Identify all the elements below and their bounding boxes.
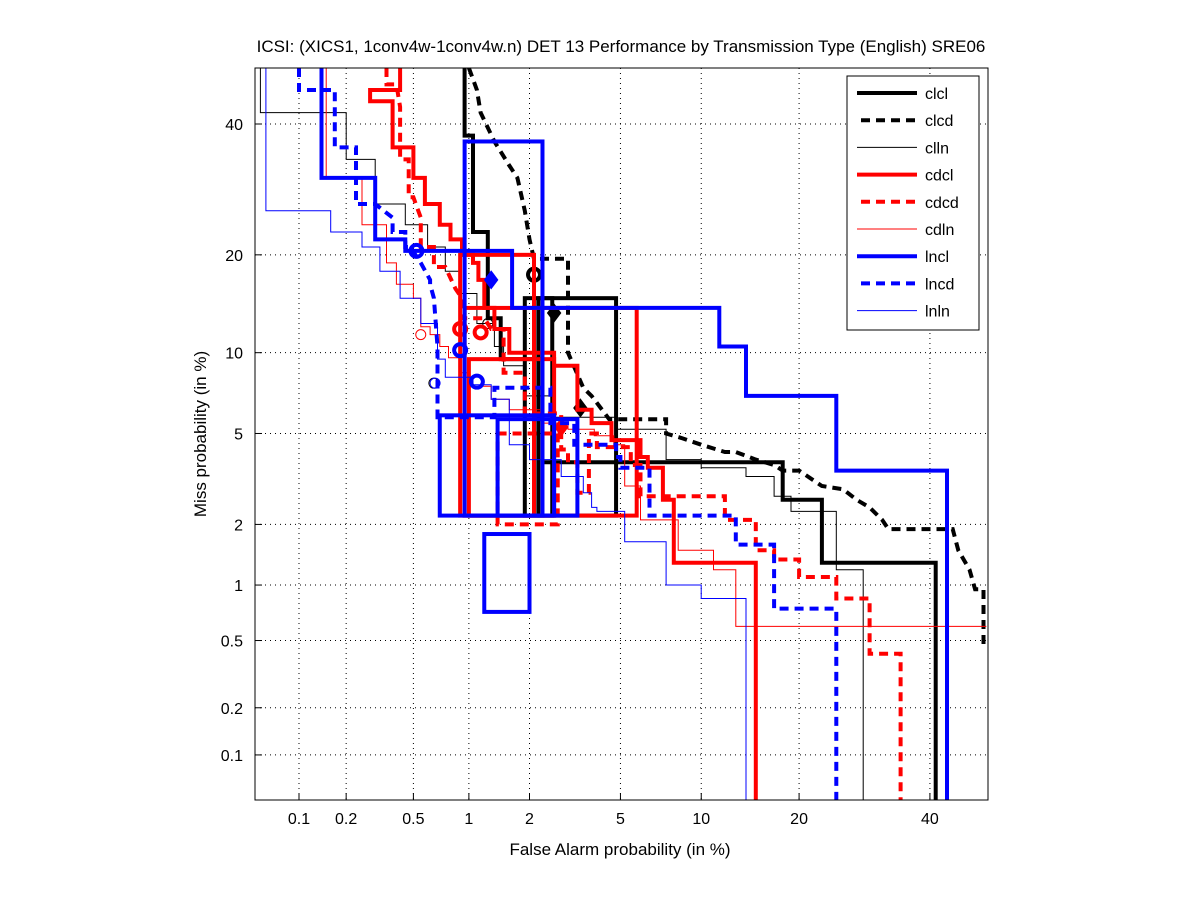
dcf-marker-cdcl [472, 324, 489, 341]
legend-label: cdcl [925, 168, 953, 185]
legend-label: lncd [925, 276, 954, 293]
dcf-marker-lncd [468, 373, 485, 390]
legend-item-cdln: cdln [857, 222, 954, 239]
legend-label: cdln [925, 222, 954, 239]
det-curve-lnln [265, 68, 747, 800]
series-lnln [265, 68, 747, 800]
y-tick-label: 0.2 [221, 701, 243, 718]
legend-item-cdcd: cdcd [861, 195, 959, 212]
y-tick-label: 2 [234, 517, 243, 534]
legend-label: clcd [925, 113, 953, 130]
det-curve-lncd [297, 68, 839, 800]
x-tick-label: 2 [525, 811, 534, 828]
legend-item-lnln: lnln [857, 304, 950, 321]
x-tick-label: 40 [921, 811, 939, 828]
series-lncd [297, 68, 839, 800]
y-tick-label: 1 [234, 578, 243, 595]
det-curve-clcd [467, 67, 986, 646]
y-tick-label: 20 [225, 248, 243, 265]
det-curve-lncl [319, 68, 949, 800]
legend-item-clln: clln [857, 140, 949, 157]
x-tick-label: 0.5 [402, 811, 424, 828]
legend-label: lnln [925, 304, 950, 321]
x-tick-label: 10 [692, 811, 710, 828]
legend-item-lncl: lncl [857, 249, 949, 266]
dcf-marker-cdln [415, 329, 427, 341]
det-box-lncl [482, 532, 532, 614]
series-lncl [319, 68, 949, 800]
x-tick-label: 0.2 [335, 811, 357, 828]
x-tick-label: 5 [616, 811, 625, 828]
legend-label: clcl [925, 86, 948, 103]
x-tick-label: 0.1 [288, 811, 310, 828]
plot-frame [254, 67, 989, 801]
legend-label: clln [925, 140, 949, 157]
curves [259, 67, 987, 800]
y-tick-label: 40 [225, 117, 243, 134]
det-box-lncl [437, 413, 557, 518]
x-tick-label: 20 [790, 811, 808, 828]
y-tick-label: 0.1 [221, 748, 243, 765]
legend-item-lncd: lncd [861, 276, 954, 293]
legend: clcl clcd clln cdcl cdcd cdln lncl lncd lnln [846, 75, 980, 331]
det-curve-clln [259, 68, 864, 800]
x-tick-label: 1 [464, 811, 473, 828]
legend-label: cdcd [925, 195, 959, 212]
legend-item-clcl: clcl [857, 86, 948, 103]
ticks: 0.1 0.2 0.5 1 2 5 10 20 40 0.1 0.2 0.5 1 2 5 10 20 40 [221, 117, 939, 828]
y-tick-label: 10 [225, 346, 243, 363]
y-tick-label: 5 [234, 426, 243, 443]
chart-title: ICSI: (XICS1, 1conv4w-1conv4w.n) DET 13 … [257, 37, 986, 56]
legend-item-cdcl: cdcl [857, 168, 953, 185]
y-axis-label: Miss probability (in %) [191, 351, 210, 517]
legend-label: lncl [925, 249, 949, 266]
dcf-marker-lncd [452, 342, 469, 359]
legend-item-clcd: clcd [861, 113, 953, 130]
min-dcf-marker-lncd [483, 270, 499, 290]
y-tick-label: 0.5 [221, 634, 243, 651]
x-axis-label: False Alarm probability (in %) [509, 840, 730, 859]
dcf-marker-lnln [429, 377, 441, 389]
